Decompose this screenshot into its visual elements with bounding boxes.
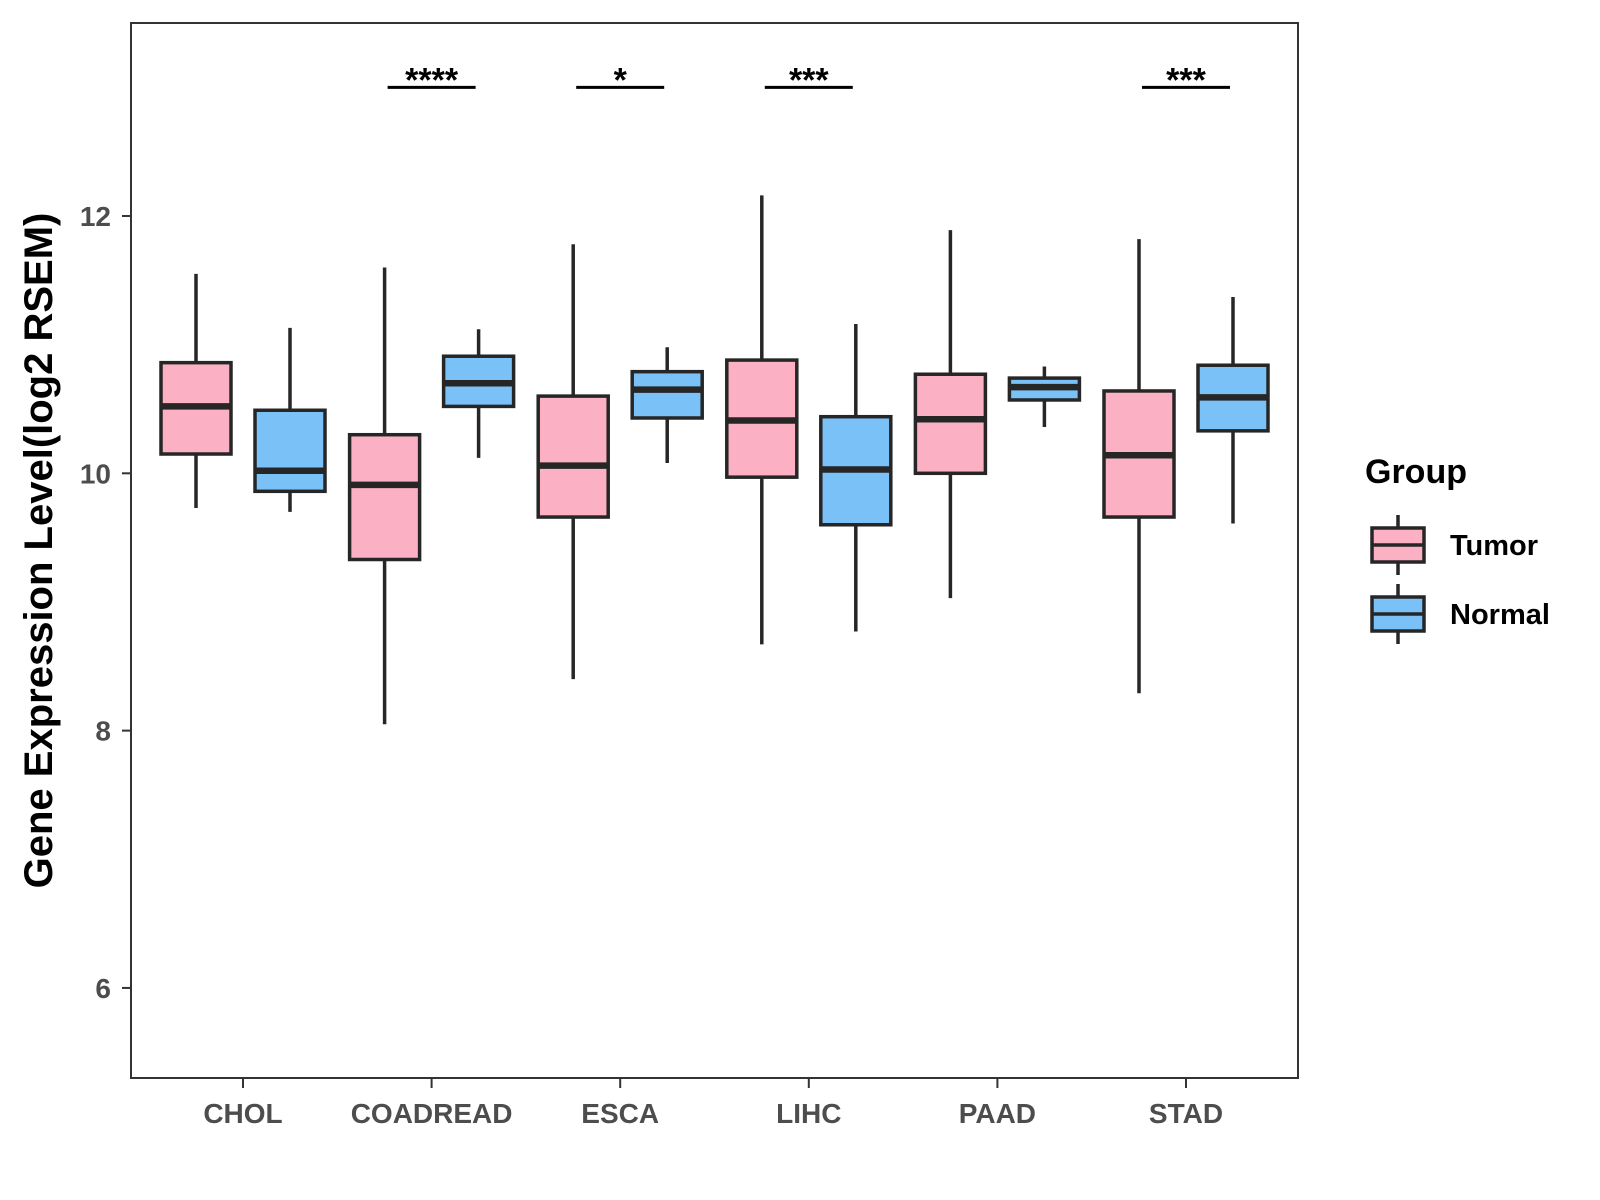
box-tumor-paad xyxy=(913,372,988,476)
x-tick-label-chol: CHOL xyxy=(203,1098,282,1129)
y-tick-label-6: 6 xyxy=(95,973,111,1004)
x-tick-label-lihc: LIHC xyxy=(776,1098,841,1129)
x-tick-label-paad: PAAD xyxy=(959,1098,1036,1129)
box-tumor-esca xyxy=(536,394,610,519)
legend-label-normal: Normal xyxy=(1450,599,1550,631)
x-tick-label-esca: ESCA xyxy=(581,1098,659,1129)
significance-label-esca: * xyxy=(614,61,628,99)
legend: Group Tumor Normal xyxy=(1365,453,1550,644)
axes: 6 8 10 12 CHOL COADREAD ESCA LIHC PAAD STAD xyxy=(80,201,1223,1129)
x-tick-label-stad: STAD xyxy=(1149,1098,1223,1129)
plot-area: **** * *** *** xyxy=(159,61,1270,725)
box-tumor-coadread xyxy=(347,432,422,562)
significance-label-stad: *** xyxy=(1166,61,1206,99)
y-axis-title: Gene Expression Level(log2 RSEM) xyxy=(17,213,61,889)
legend-label-tumor: Tumor xyxy=(1450,530,1538,562)
significance-label-coadread: **** xyxy=(405,61,459,99)
box-normal-esca xyxy=(630,369,704,420)
box-normal-chol xyxy=(253,408,327,494)
panel-border xyxy=(130,22,1299,1079)
y-tick-label-8: 8 xyxy=(95,716,111,747)
x-tick-label-coadread: COADREAD xyxy=(351,1098,513,1129)
y-tick-label-10: 10 xyxy=(80,458,111,489)
significance-label-lihc: *** xyxy=(789,61,829,99)
legend-title: Group xyxy=(1365,453,1467,491)
y-tick-label-12: 12 xyxy=(80,201,111,232)
